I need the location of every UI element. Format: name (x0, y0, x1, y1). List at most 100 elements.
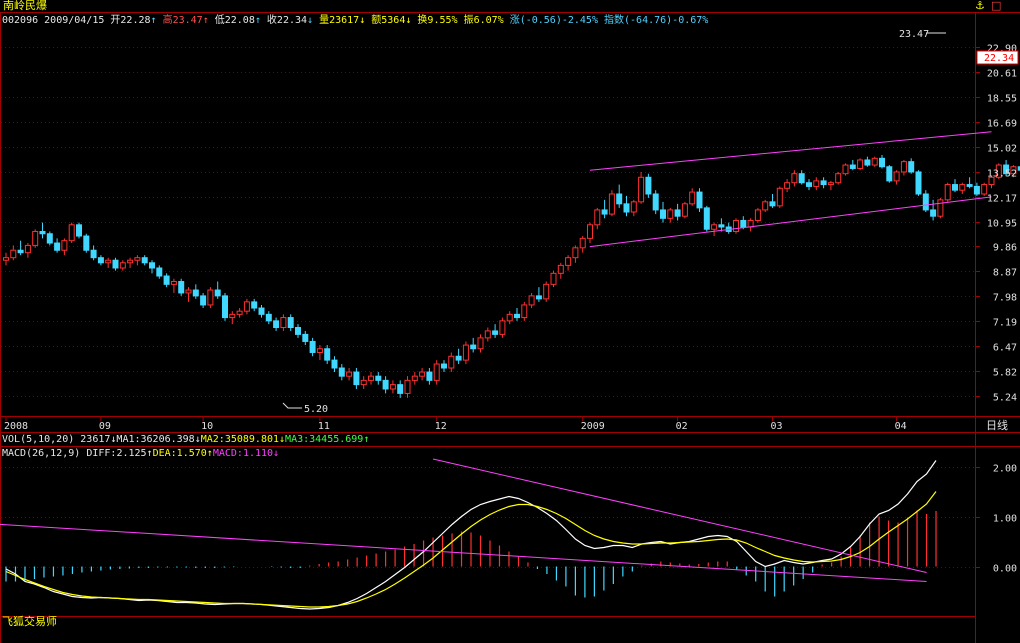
candle-body[interactable] (441, 363, 447, 369)
candle-body[interactable] (754, 209, 761, 221)
candle-body[interactable] (265, 313, 272, 322)
candle-body[interactable] (236, 310, 243, 315)
candle-body[interactable] (973, 185, 980, 195)
candle-body[interactable] (258, 307, 265, 315)
candle-body[interactable] (397, 384, 404, 394)
candle-body[interactable] (900, 161, 907, 173)
candle-body[interactable] (871, 157, 878, 166)
candle-body[interactable] (316, 348, 323, 353)
candle-body[interactable] (17, 249, 24, 254)
candle-body[interactable] (185, 289, 192, 294)
candle-body[interactable] (127, 259, 134, 264)
candle-body[interactable] (178, 281, 185, 294)
candle-body[interactable] (703, 207, 710, 230)
candle-body[interactable] (915, 171, 922, 195)
candle-body[interactable] (141, 257, 148, 264)
channel-line[interactable] (589, 131, 992, 171)
candle-body[interactable] (287, 317, 294, 329)
candle-body[interactable] (368, 375, 374, 381)
candle-body[interactable] (572, 247, 579, 259)
candle-body[interactable] (791, 173, 798, 184)
candle-body[interactable] (930, 209, 937, 217)
candle-body[interactable] (302, 333, 309, 342)
candle-body[interactable] (68, 224, 75, 242)
candle-body[interactable] (251, 301, 258, 309)
candle-body[interactable] (170, 281, 177, 285)
candle-body[interactable] (857, 159, 864, 169)
candle-body[interactable] (879, 157, 885, 168)
candle-body[interactable] (243, 301, 250, 312)
candle-body[interactable] (331, 359, 338, 369)
candle-body[interactable] (470, 344, 477, 350)
candle-body[interactable] (222, 295, 228, 319)
candle-body[interactable] (842, 164, 849, 175)
macd-trend-lines[interactable] (0, 458, 927, 582)
candle-body[interactable] (426, 371, 433, 381)
candle-body[interactable] (827, 182, 834, 186)
candle-body[interactable] (565, 257, 572, 266)
candle-body[interactable] (506, 313, 513, 322)
candle-body[interactable] (492, 330, 499, 335)
candle-body[interactable] (404, 379, 411, 394)
candle-body[interactable] (601, 209, 608, 215)
candle-body[interactable] (959, 184, 966, 191)
candle-body[interactable] (988, 176, 995, 186)
candle-body[interactable] (1017, 166, 1020, 171)
candle-body[interactable] (652, 193, 659, 211)
candle-body[interactable] (338, 367, 345, 377)
candle-body[interactable] (1010, 166, 1017, 175)
candle-body[interactable] (995, 164, 1002, 178)
candle-body[interactable] (557, 264, 564, 274)
channel-lines[interactable] (589, 131, 992, 248)
candle-body[interactable] (908, 161, 915, 173)
candle-body[interactable] (280, 317, 287, 329)
period-label[interactable]: 日线 (986, 418, 1008, 432)
candle-body[interactable] (10, 249, 17, 259)
candle-body[interactable] (273, 320, 280, 329)
candle-body[interactable] (587, 224, 593, 239)
candle-body[interactable] (46, 233, 53, 244)
candle-body[interactable] (806, 182, 812, 187)
candle-body[interactable] (97, 257, 104, 264)
candle-body[interactable] (711, 224, 718, 230)
candle-body[interactable] (667, 209, 674, 219)
candle-body[interactable] (455, 355, 462, 361)
candle-body[interactable] (433, 363, 440, 381)
candle-body[interactable] (156, 267, 163, 277)
candle-body[interactable] (32, 230, 39, 246)
candle-body[interactable] (733, 219, 739, 232)
candle-body[interactable] (543, 283, 550, 300)
candle-body[interactable] (39, 230, 46, 235)
candle-body[interactable] (784, 182, 791, 189)
candle-body[interactable] (375, 375, 382, 381)
maximize-icon[interactable]: □ (991, 0, 1002, 12)
candle-body[interactable] (360, 379, 367, 386)
candle-body[interactable] (645, 176, 652, 195)
candle-body[interactable] (229, 313, 236, 319)
candle-body[interactable] (499, 320, 506, 335)
candle-body[interactable] (353, 371, 360, 386)
candle-body[interactable] (849, 164, 856, 169)
candle-body[interactable] (981, 184, 988, 195)
candle-body[interactable] (200, 295, 207, 306)
candle-body[interactable] (550, 272, 557, 285)
candle-body[interactable] (769, 201, 776, 207)
candle-body[interactable] (514, 313, 520, 319)
candle-body[interactable] (776, 187, 783, 207)
candle-body[interactable] (411, 375, 418, 381)
dea-line[interactable] (5, 491, 937, 608)
candle-body[interactable] (3, 257, 9, 261)
candle-body[interactable] (119, 262, 126, 269)
candle-body[interactable] (674, 209, 681, 217)
candle-body[interactable] (864, 159, 871, 166)
candle-body[interactable] (535, 295, 542, 300)
candle-body[interactable] (521, 304, 528, 319)
candle-body[interactable] (937, 199, 944, 217)
candle-body[interactable] (623, 203, 630, 213)
candle-body[interactable] (76, 224, 82, 237)
candle-body[interactable] (24, 244, 31, 254)
candle-body[interactable] (740, 219, 747, 228)
candle-body[interactable] (696, 191, 703, 209)
candle-body[interactable] (835, 173, 842, 184)
